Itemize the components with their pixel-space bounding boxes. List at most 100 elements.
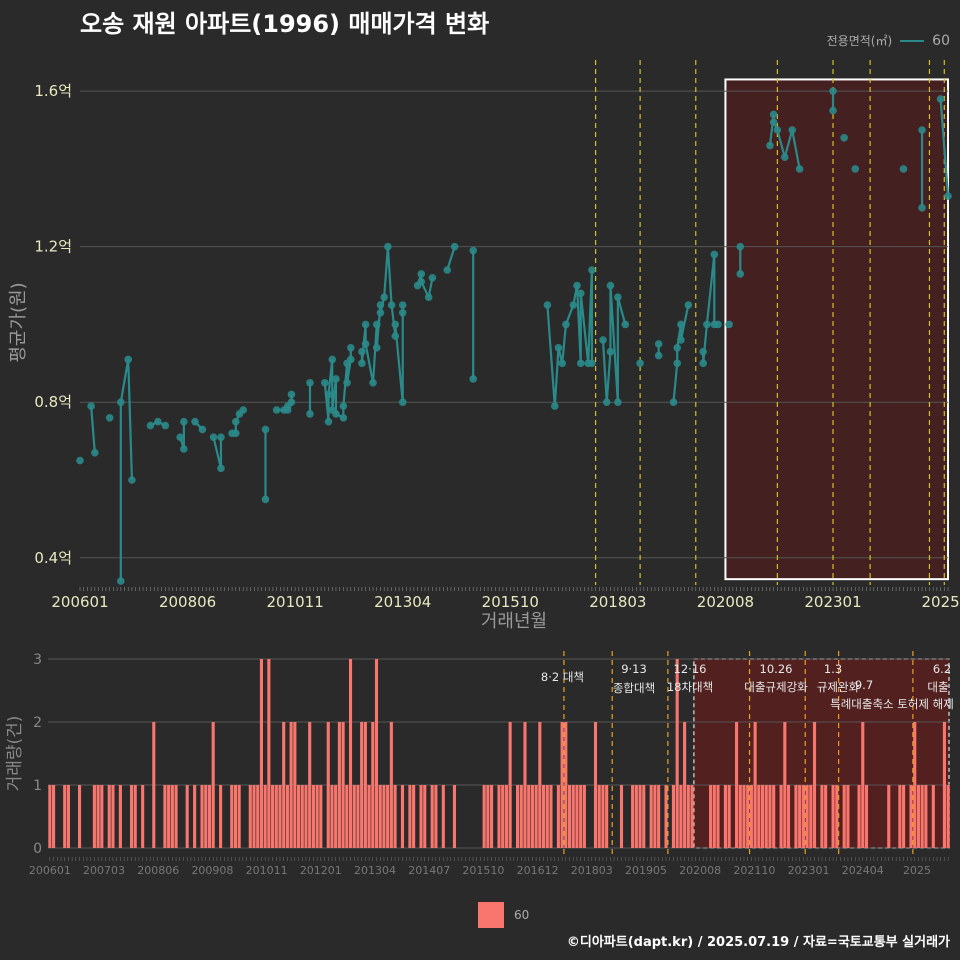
price-point <box>398 398 407 407</box>
price-point <box>306 378 314 387</box>
price-point <box>339 402 348 410</box>
volume-bar <box>824 785 828 848</box>
price-point <box>450 242 459 251</box>
x-tick-label: 201510 <box>482 593 539 611</box>
volume-bar <box>296 785 301 848</box>
price-point <box>91 448 99 457</box>
volume-bar <box>764 785 768 848</box>
volume-bar <box>946 785 950 848</box>
volume-bar <box>66 785 70 848</box>
x-tick-label: 200806 <box>159 593 216 611</box>
volume-bar <box>233 785 238 848</box>
volume-bar <box>504 785 508 848</box>
volume-bar <box>326 722 330 848</box>
price-point <box>428 273 437 282</box>
price-point <box>324 417 333 426</box>
volume-bar <box>831 785 835 848</box>
volume-bar <box>683 722 687 848</box>
volume-bar <box>653 785 657 848</box>
price-point <box>217 433 225 442</box>
volume-bar <box>664 785 668 848</box>
volume-bar <box>749 785 753 848</box>
price-point <box>417 277 426 286</box>
volume-bar <box>267 659 271 848</box>
volume-bar <box>864 785 869 848</box>
policy-label: 대출 <box>927 680 948 694</box>
volume-bar <box>575 785 579 848</box>
price-point <box>443 266 452 274</box>
volume-bar <box>434 785 438 848</box>
volume-bar <box>523 722 527 848</box>
volume-bar <box>274 785 278 848</box>
price-point <box>573 281 581 290</box>
volume-x-tick-label: 202110 <box>733 864 775 877</box>
volume-bar <box>256 785 260 848</box>
volume-bar <box>757 785 761 848</box>
volume-bar <box>423 785 427 848</box>
volume-bar <box>501 785 505 848</box>
volume-bar <box>367 785 371 848</box>
volume-bar <box>597 785 601 848</box>
volume-x-tick-label: 201510 <box>462 864 504 877</box>
volume-bar <box>430 785 434 848</box>
price-point <box>261 425 270 434</box>
volume-bar <box>352 785 356 848</box>
volume-x-tick-label: 201905 <box>625 864 667 877</box>
volume-bar <box>519 785 523 848</box>
price-point <box>469 375 477 383</box>
area-legend: 전용면적(㎡) 60 <box>827 32 950 49</box>
price-point <box>380 293 388 302</box>
volume-bar <box>527 785 531 848</box>
price-point <box>669 398 678 407</box>
price-point <box>346 343 355 352</box>
volume-bar <box>308 722 312 848</box>
volume-bar <box>107 785 111 848</box>
volume-bar <box>779 785 783 848</box>
volume-y-tick-label: 0 <box>33 841 42 857</box>
volume-bar <box>452 785 457 848</box>
price-point <box>918 203 926 212</box>
volume-bar <box>211 722 215 848</box>
volume-x-tick-label: 2025 <box>903 864 931 877</box>
volume-bar <box>942 722 946 848</box>
volume-bar <box>772 785 776 848</box>
volume-bar <box>671 785 676 848</box>
y-tick-label: 1.2억 <box>34 238 72 256</box>
price-point <box>176 433 184 442</box>
price-point <box>346 355 355 364</box>
volume-bar <box>100 785 104 848</box>
volume-bar <box>319 785 323 848</box>
source-caption: ©디아파트(dapt.kr) / 2025.07.19 / 자료=국토교통부 실… <box>566 935 950 950</box>
volume-bar <box>152 722 156 848</box>
volume-bar <box>77 785 82 848</box>
volume-bar <box>686 785 690 848</box>
price-point <box>128 476 136 484</box>
policy-label: 특례대출축소 토허제 해제 <box>830 697 954 711</box>
legend-bar-label: 60 <box>514 908 530 922</box>
volume-bar <box>252 785 256 848</box>
volume-bar <box>798 785 802 848</box>
volume-bar <box>374 659 379 848</box>
price-point <box>699 359 707 368</box>
price-point <box>551 402 559 410</box>
volume-bar <box>931 785 935 848</box>
volume-x-tick-label: 200601 <box>29 864 71 877</box>
highlight-box <box>724 78 950 581</box>
price-point <box>829 106 837 115</box>
volume-bar <box>129 785 134 848</box>
volume-bar <box>111 785 115 848</box>
policy-label: 18차대책 <box>667 680 713 694</box>
price-point <box>699 347 707 356</box>
price-point <box>332 375 340 383</box>
volume-chart: 0 1 2 3 8·2 대책 9·13 종합대책 12·16 18차대책 10.26 대출규제강화 1… <box>5 651 954 877</box>
price-point <box>424 293 433 302</box>
policy-label: 9·13 <box>621 662 647 676</box>
price-point <box>361 340 370 348</box>
price-point <box>795 165 804 173</box>
volume-x-tick-label: 201011 <box>246 864 288 877</box>
legend-bar-swatch <box>478 902 504 928</box>
price-point <box>829 87 837 95</box>
price-point <box>231 417 240 426</box>
volume-bar <box>371 722 375 848</box>
price-point <box>673 359 682 368</box>
